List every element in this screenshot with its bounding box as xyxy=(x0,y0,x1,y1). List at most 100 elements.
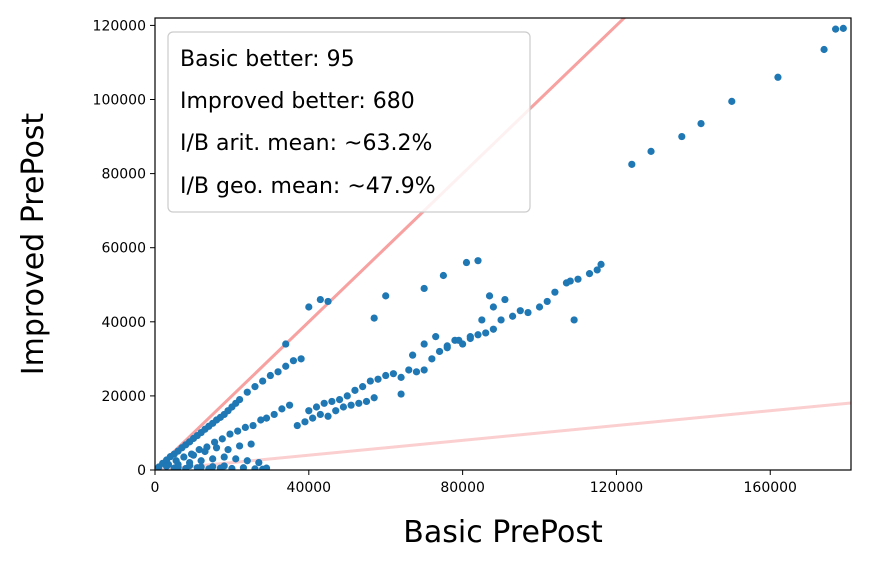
data-point xyxy=(593,266,601,274)
data-point xyxy=(241,423,249,431)
data-point xyxy=(226,430,234,438)
data-point xyxy=(293,421,301,430)
data-point xyxy=(370,314,378,322)
data-point xyxy=(516,307,524,315)
data-point xyxy=(462,258,471,267)
plot-content xyxy=(155,18,851,470)
data-point xyxy=(474,331,482,339)
data-point xyxy=(574,275,582,283)
data-point xyxy=(339,403,348,411)
data-point xyxy=(324,297,332,306)
data-point xyxy=(397,373,405,381)
data-point xyxy=(224,446,232,454)
data-point xyxy=(335,396,344,404)
data-point xyxy=(697,119,705,128)
data-point xyxy=(251,383,259,391)
data-point xyxy=(220,462,228,470)
data-point xyxy=(343,392,351,400)
data-point xyxy=(278,405,286,413)
data-point xyxy=(249,421,257,430)
data-point xyxy=(359,383,367,391)
data-point xyxy=(839,24,847,32)
data-point xyxy=(243,388,251,396)
data-point xyxy=(585,270,594,278)
data-point xyxy=(455,336,463,344)
data-point xyxy=(389,370,398,378)
x-tick-label: 40000 xyxy=(287,480,332,496)
data-point xyxy=(251,465,259,470)
data-point xyxy=(218,435,226,443)
data-point xyxy=(420,284,428,293)
data-point xyxy=(197,457,205,465)
annotation-line-improved-better: Improved better: 680 xyxy=(180,89,415,114)
data-point xyxy=(485,292,494,300)
data-point xyxy=(332,407,340,415)
data-point xyxy=(382,371,390,380)
data-point xyxy=(466,333,474,341)
y-tick-label: 40000 xyxy=(101,315,146,331)
data-point xyxy=(235,442,244,450)
data-point xyxy=(255,458,263,467)
y-tick-label: 100000 xyxy=(93,93,146,109)
data-point xyxy=(482,329,490,337)
data-point xyxy=(274,368,282,376)
data-point xyxy=(305,407,313,415)
annotation-line-arithmetic-mean: I/B arit. mean: ~63.2% xyxy=(180,131,432,156)
data-point xyxy=(420,340,428,348)
data-point xyxy=(489,303,497,311)
data-point xyxy=(435,347,444,356)
data-point xyxy=(443,344,451,352)
data-point xyxy=(301,418,309,426)
data-point xyxy=(405,366,413,374)
data-point xyxy=(597,260,605,268)
reference-line-1 xyxy=(155,401,851,470)
annotation-box-frame xyxy=(167,31,531,213)
data-point xyxy=(282,340,290,348)
x-axis-title: Basic PrePost xyxy=(403,515,603,550)
data-point xyxy=(382,292,390,300)
data-point xyxy=(497,316,505,324)
annotation-box: Basic better: 95 Improved better: 680 I/… xyxy=(167,31,531,213)
data-point xyxy=(212,444,221,452)
data-point xyxy=(209,455,217,463)
data-point xyxy=(428,355,436,363)
data-point xyxy=(328,397,336,406)
data-point xyxy=(259,377,267,385)
data-point xyxy=(478,316,486,324)
plot-frame xyxy=(154,17,852,471)
data-point xyxy=(647,147,655,155)
data-point xyxy=(201,447,209,456)
data-point xyxy=(535,303,544,311)
data-point xyxy=(820,45,828,54)
data-point xyxy=(570,316,578,324)
data-point xyxy=(247,440,255,448)
data-point xyxy=(162,462,171,470)
data-point xyxy=(728,97,736,105)
annotation-line-geometric-mean: I/B geo. mean: ~47.9% xyxy=(180,174,436,199)
data-point xyxy=(351,386,359,394)
data-point xyxy=(262,414,271,422)
data-point xyxy=(195,446,203,454)
data-point xyxy=(412,368,421,376)
x-tick-label: 120000 xyxy=(590,480,643,496)
data-point xyxy=(362,397,371,406)
data-point xyxy=(209,463,217,470)
annotation-line-basic-better: Basic better: 95 xyxy=(180,47,355,72)
data-point xyxy=(180,453,188,461)
data-point xyxy=(232,455,240,463)
data-point xyxy=(374,375,382,383)
data-point xyxy=(420,366,428,374)
data-point xyxy=(220,453,228,461)
y-tick-label: 120000 xyxy=(93,18,146,34)
data-point xyxy=(489,325,497,333)
data-point xyxy=(439,271,447,280)
data-point xyxy=(297,355,305,363)
plot-area xyxy=(155,18,851,470)
data-point xyxy=(409,351,417,359)
data-point xyxy=(266,371,274,380)
data-point xyxy=(257,416,265,424)
data-point xyxy=(211,438,219,446)
data-point xyxy=(628,160,636,168)
data-point xyxy=(305,303,313,311)
